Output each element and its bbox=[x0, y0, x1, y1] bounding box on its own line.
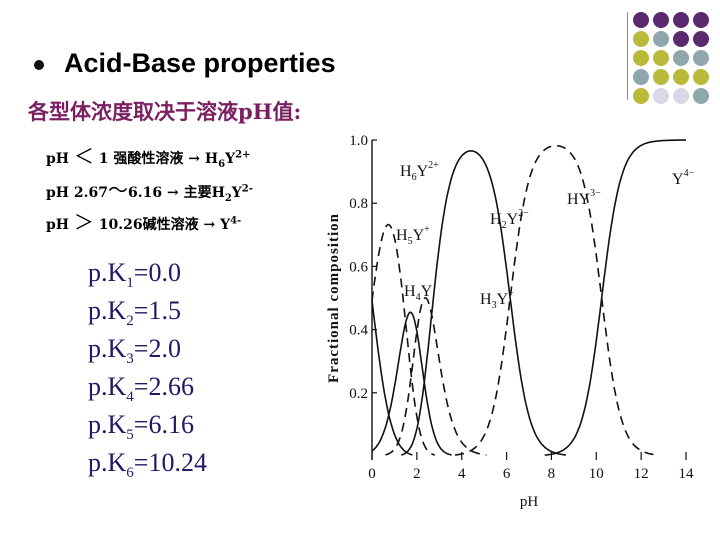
condition-line: pH 2.67～6.16 → 主要H2Y2- bbox=[46, 178, 253, 204]
x-tick-label: 4 bbox=[458, 466, 466, 482]
slide-subtitle: 各型体浓度取决于溶液pH值: bbox=[28, 99, 302, 124]
decorative-dot bbox=[673, 50, 689, 66]
pk-value: p.K3=2.0 bbox=[88, 334, 181, 368]
y-tick-label: 0.6 bbox=[349, 259, 368, 275]
condition-line: pH ＞ 10.26碱性溶液 → Y4- bbox=[46, 210, 242, 234]
pk-value: p.K2=1.5 bbox=[88, 296, 181, 330]
y-tick-label: 0.2 bbox=[349, 386, 368, 402]
decorative-dot bbox=[673, 31, 689, 47]
decorative-dot bbox=[673, 69, 689, 85]
series-label: HY3− bbox=[567, 188, 601, 208]
x-tick-label: 12 bbox=[634, 466, 649, 482]
bullet-icon bbox=[34, 60, 44, 70]
decorative-dot-grid bbox=[633, 12, 709, 104]
decorative-dot bbox=[633, 12, 649, 28]
decorative-dot bbox=[693, 50, 709, 66]
x-tick-label: 8 bbox=[548, 466, 556, 482]
x-tick-label: 6 bbox=[503, 466, 511, 482]
decorative-divider-line bbox=[627, 12, 628, 100]
series-curve-h6y2 bbox=[372, 301, 686, 457]
decorative-dot bbox=[673, 12, 689, 28]
condition-line: pH ＜ 1 强酸性溶液 → H6Y2+ bbox=[46, 144, 251, 170]
series-label: H2Y2− bbox=[490, 208, 529, 231]
x-tick-label: 10 bbox=[589, 466, 604, 482]
y-tick-label: 0.8 bbox=[349, 196, 368, 212]
decorative-dot bbox=[693, 88, 709, 104]
decorative-dot bbox=[693, 69, 709, 85]
decorative-dot bbox=[693, 31, 709, 47]
pk-value: p.K5=6.16 bbox=[88, 410, 194, 444]
decorative-dot bbox=[633, 50, 649, 66]
decorative-dot bbox=[653, 12, 669, 28]
decorative-dot bbox=[653, 50, 669, 66]
fractional-composition-chart: 0.2 0.4 0.6 0.8 1.0 0 2 4 6 8 10 12 14 pH Fractional c… bbox=[326, 133, 695, 510]
decorative-dot bbox=[633, 31, 649, 47]
series-curve-y4 bbox=[544, 139, 686, 456]
x-axis-label: pH bbox=[520, 494, 539, 510]
y-tick-label: 1.0 bbox=[349, 133, 368, 149]
series-label: H6Y2+ bbox=[400, 160, 439, 183]
series-label: H3Y− bbox=[480, 288, 514, 311]
pk-value: p.K1=0.0 bbox=[88, 258, 181, 292]
pk-value: p.K6=10.24 bbox=[88, 448, 207, 482]
decorative-dot bbox=[653, 88, 669, 104]
y-tick-label: 0.4 bbox=[349, 323, 368, 339]
x-tick-label: 0 bbox=[368, 466, 376, 482]
decorative-dot bbox=[673, 88, 689, 104]
x-tick-label: 2 bbox=[413, 466, 421, 482]
decorative-dot bbox=[693, 12, 709, 28]
series-label: H5Y+ bbox=[396, 224, 430, 247]
decorative-dot bbox=[633, 69, 649, 85]
series-curve-h2y2 bbox=[401, 151, 685, 456]
decorative-dot bbox=[633, 88, 649, 104]
series-label: H4Y bbox=[404, 283, 433, 303]
slide-title: Acid-Base properties bbox=[64, 48, 336, 78]
series-curve-h4y bbox=[372, 312, 685, 456]
decorative-dot bbox=[653, 31, 669, 47]
x-tick-label: 14 bbox=[679, 466, 695, 482]
pk-value: p.K4=2.66 bbox=[88, 372, 194, 406]
decorative-dot bbox=[653, 69, 669, 85]
series-label: Y4− bbox=[672, 168, 695, 188]
y-axis-label: Fractional composition bbox=[326, 213, 342, 383]
